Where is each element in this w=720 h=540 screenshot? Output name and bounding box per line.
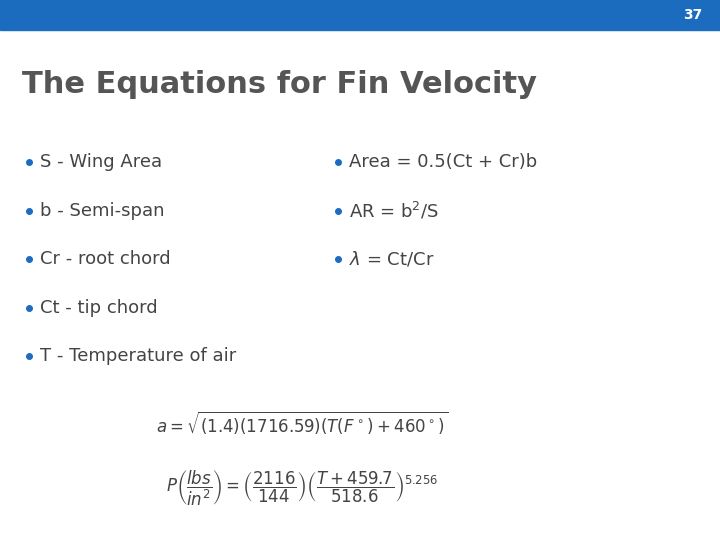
Text: The Equations for Fin Velocity: The Equations for Fin Velocity	[22, 70, 536, 99]
Text: Ct - tip chord: Ct - tip chord	[40, 299, 157, 317]
Text: $a = \sqrt{(1.4)(1716.59)(T(F^\circ) + 460^\circ)}$: $a = \sqrt{(1.4)(1716.59)(T(F^\circ) + 4…	[156, 410, 449, 437]
Text: T - Temperature of air: T - Temperature of air	[40, 347, 236, 366]
Text: S - Wing Area: S - Wing Area	[40, 153, 162, 171]
Text: AR = b$^2$/S: AR = b$^2$/S	[349, 200, 439, 221]
Text: $P\left(\dfrac{lbs}{in^2}\right) = \left(\dfrac{2116}{144}\right)\left(\dfrac{T : $P\left(\dfrac{lbs}{in^2}\right) = \left…	[166, 469, 438, 508]
Text: 37: 37	[683, 8, 702, 22]
Text: Area = 0.5(Ct + Cr)b: Area = 0.5(Ct + Cr)b	[349, 153, 537, 171]
Text: $\lambda$ = Ct/Cr: $\lambda$ = Ct/Cr	[349, 249, 435, 269]
Bar	[0, 0, 720, 30]
Text: Cr - root chord: Cr - root chord	[40, 250, 170, 268]
Text: b - Semi-span: b - Semi-span	[40, 201, 164, 220]
